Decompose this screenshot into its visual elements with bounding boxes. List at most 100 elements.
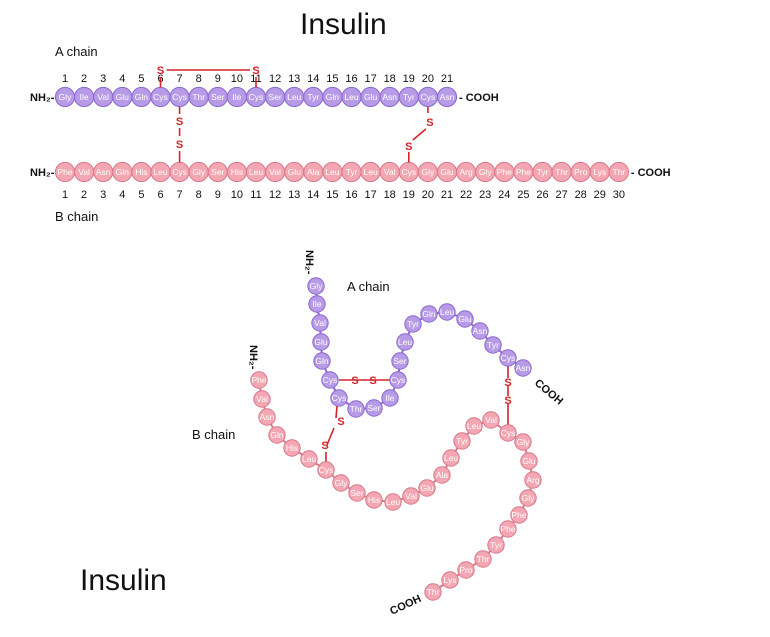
b-position-number: 15	[326, 189, 338, 201]
residue-label-a3: Val	[97, 92, 109, 102]
residue-a10	[381, 389, 399, 407]
b-position-number: 16	[345, 189, 357, 201]
a-position-number: 12	[269, 73, 281, 85]
b-position-number: 30	[613, 189, 625, 201]
a-position-number: 2	[81, 73, 87, 85]
fold-s-a11-1: S	[369, 375, 376, 387]
residue-label-b2: Val	[256, 394, 268, 404]
residue-label-a17: Glu	[458, 314, 472, 324]
residue-b8	[332, 474, 350, 492]
residue-label-a20: Cys	[501, 353, 516, 363]
a-chain-c-terminus: - COOH	[459, 92, 499, 104]
residue-a7	[330, 389, 348, 407]
b-position-number: 28	[575, 189, 587, 201]
residue-label-b9: Ser	[350, 488, 363, 498]
residue-label-a21: Asn	[516, 363, 531, 373]
residue-label-a2: Ile	[80, 92, 89, 102]
residue-label-a4: Glu	[314, 337, 328, 347]
fold-s-a7: S	[337, 416, 344, 428]
residue-b28	[457, 561, 475, 579]
residue-label-b12: Val	[269, 167, 281, 177]
residue-label-b23: Gly	[479, 167, 493, 177]
a-position-number: 14	[307, 73, 319, 85]
residue-label-b5: His	[135, 167, 147, 177]
fold-s-b19: S	[504, 395, 511, 407]
b-position-number: 7	[177, 189, 183, 201]
residue-label-a12: Ser	[268, 92, 281, 102]
residue-a12	[391, 352, 409, 370]
residue-b5	[283, 439, 301, 457]
a-chain-n-terminus: NH₂-	[30, 92, 55, 104]
disulfide-s-b19: S	[405, 141, 412, 153]
residue-label-b24: Phe	[497, 167, 512, 177]
residue-label-a1: Gly	[310, 281, 324, 291]
residue-label-b4: Gln	[270, 430, 284, 440]
fold-bond-a7-b7	[326, 427, 335, 446]
b-chain-c-terminus: - COOH	[631, 167, 671, 179]
residue-label-b2: Val	[78, 167, 90, 177]
residue-label-b17: Leu	[467, 421, 481, 431]
b-position-number: 9	[215, 189, 221, 201]
residue-label-a15: Gln	[326, 92, 340, 102]
residue-label-a2: Ile	[313, 299, 322, 309]
residue-label-b11: Leu	[386, 497, 400, 507]
residue-label-a9: Ser	[367, 403, 380, 413]
residue-label-b18: Val	[384, 167, 396, 177]
residue-b20	[514, 433, 532, 451]
residue-label-a5: Gln	[135, 92, 149, 102]
b-position-number: 25	[517, 189, 529, 201]
residue-b2	[253, 390, 271, 408]
a-position-number: 18	[384, 73, 396, 85]
residue-b7	[317, 461, 335, 479]
residue-label-a8: Thr	[350, 404, 363, 414]
b-position-number: 14	[307, 189, 319, 201]
b-position-number: 1	[62, 189, 68, 201]
residue-label-b25: Phe	[500, 524, 515, 534]
residue-b11	[384, 493, 402, 511]
a-position-number: 10	[231, 73, 243, 85]
a-position-number: 1	[62, 73, 68, 85]
b-position-number: 3	[100, 189, 106, 201]
residue-label-a6: Cys	[153, 92, 168, 102]
residue-label-b29: Lys	[593, 167, 606, 177]
residue-label-a10: Ile	[386, 393, 395, 403]
residue-a18	[471, 322, 489, 340]
residue-label-b15: Leu	[444, 453, 458, 463]
residue-b1	[250, 371, 268, 389]
residue-a14	[404, 315, 422, 333]
residue-label-a18: Asn	[382, 92, 397, 102]
residue-a8	[347, 400, 365, 418]
residue-a19	[484, 336, 502, 354]
residue-label-b18: Val	[485, 415, 497, 425]
a-position-number: 8	[196, 73, 202, 85]
residue-label-b11: Leu	[249, 167, 263, 177]
b-position-number: 22	[460, 189, 472, 201]
residue-b10	[365, 491, 383, 509]
disulfide-s-a6: S	[157, 65, 164, 77]
fold-s-a20: S	[504, 377, 511, 389]
residue-a5	[313, 352, 331, 370]
b-position-number: 4	[119, 189, 125, 201]
disulfide-s-a11: S	[252, 65, 259, 77]
residue-b6	[300, 450, 318, 468]
residue-label-b5: His	[286, 443, 298, 453]
b-position-number: 26	[536, 189, 548, 201]
disulfide-s-b7: S	[176, 139, 183, 151]
residue-label-b16: Tyr	[456, 436, 468, 446]
a-position-number: 3	[100, 73, 106, 85]
residue-b4	[268, 426, 286, 444]
a-position-number: 15	[326, 73, 338, 85]
a-position-number: 20	[422, 73, 434, 85]
residue-label-a16: Leu	[344, 92, 358, 102]
residue-b18	[482, 411, 500, 429]
a-chain-n-terminus-folded: NH₂-	[303, 250, 315, 275]
b-position-number: 29	[594, 189, 606, 201]
residue-b17	[465, 417, 483, 435]
residue-a6	[321, 371, 339, 389]
residue-label-b13: Glu	[288, 167, 302, 177]
a-chain-label-folded: A chain	[347, 279, 390, 294]
residue-label-a7: Cys	[332, 393, 347, 403]
residue-label-a6: Cys	[323, 375, 338, 385]
residue-label-b8: Gly	[192, 167, 206, 177]
residue-a3	[311, 314, 329, 332]
